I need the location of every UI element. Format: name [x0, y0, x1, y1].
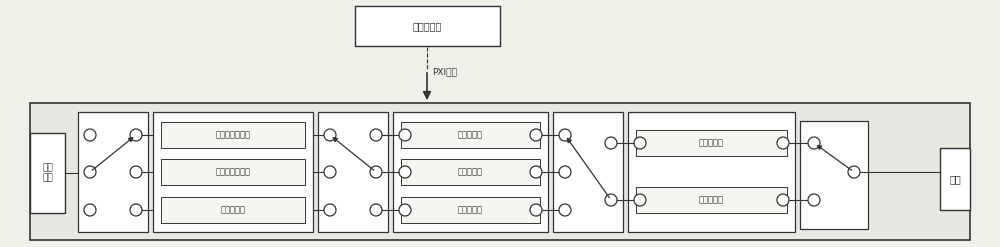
Bar [800, 121, 868, 229]
Circle shape [130, 129, 142, 141]
Circle shape [324, 166, 336, 178]
Bar [161, 197, 305, 223]
Bar [161, 159, 305, 185]
Text: PXI总线: PXI总线 [432, 67, 457, 77]
Bar [153, 112, 313, 232]
Bar [636, 130, 787, 156]
Circle shape [605, 137, 617, 149]
Bar [553, 112, 623, 232]
Circle shape [559, 166, 571, 178]
Circle shape [530, 166, 542, 178]
Bar [401, 197, 540, 223]
Bar [318, 112, 388, 232]
Circle shape [530, 204, 542, 216]
Circle shape [84, 204, 96, 216]
Text: 低通滤波器: 低通滤波器 [220, 206, 246, 214]
Circle shape [848, 166, 860, 178]
Bar [628, 112, 795, 232]
Circle shape [399, 204, 411, 216]
Bar [636, 187, 787, 213]
Text: 数字处理器: 数字处理器 [413, 21, 442, 31]
Circle shape [634, 194, 646, 206]
Text: 第一高通滤波器: 第一高通滤波器 [216, 130, 250, 140]
Bar [30, 133, 65, 213]
Circle shape [324, 204, 336, 216]
Circle shape [370, 166, 382, 178]
Circle shape [130, 204, 142, 216]
Circle shape [399, 166, 411, 178]
Circle shape [370, 204, 382, 216]
Circle shape [130, 166, 142, 178]
Bar [161, 122, 305, 148]
Circle shape [84, 129, 96, 141]
Circle shape [324, 129, 336, 141]
Text: 终端: 终端 [949, 174, 961, 184]
Bar [401, 122, 540, 148]
Circle shape [559, 129, 571, 141]
Bar [393, 112, 548, 232]
Circle shape [777, 137, 789, 149]
Bar [940, 148, 970, 210]
Circle shape [530, 129, 542, 141]
Bar [355, 6, 500, 46]
Circle shape [605, 194, 617, 206]
Circle shape [370, 129, 382, 141]
Text: 第二陷波器: 第二陷波器 [458, 167, 483, 177]
Text: 第三陷波器: 第三陷波器 [458, 206, 483, 214]
Text: 第二高通滤波器: 第二高通滤波器 [216, 167, 250, 177]
Text: 第一放大器: 第一放大器 [699, 139, 724, 147]
Bar [401, 159, 540, 185]
Circle shape [808, 137, 820, 149]
Circle shape [634, 137, 646, 149]
Text: 第二放大器: 第二放大器 [699, 195, 724, 205]
Circle shape [399, 129, 411, 141]
Circle shape [808, 194, 820, 206]
Bar [30, 103, 970, 240]
Circle shape [84, 166, 96, 178]
Text: 第一陷波器: 第一陷波器 [458, 130, 483, 140]
Bar [78, 112, 148, 232]
Text: 被检
信号: 被检 信号 [42, 163, 53, 183]
Circle shape [559, 204, 571, 216]
Circle shape [777, 194, 789, 206]
